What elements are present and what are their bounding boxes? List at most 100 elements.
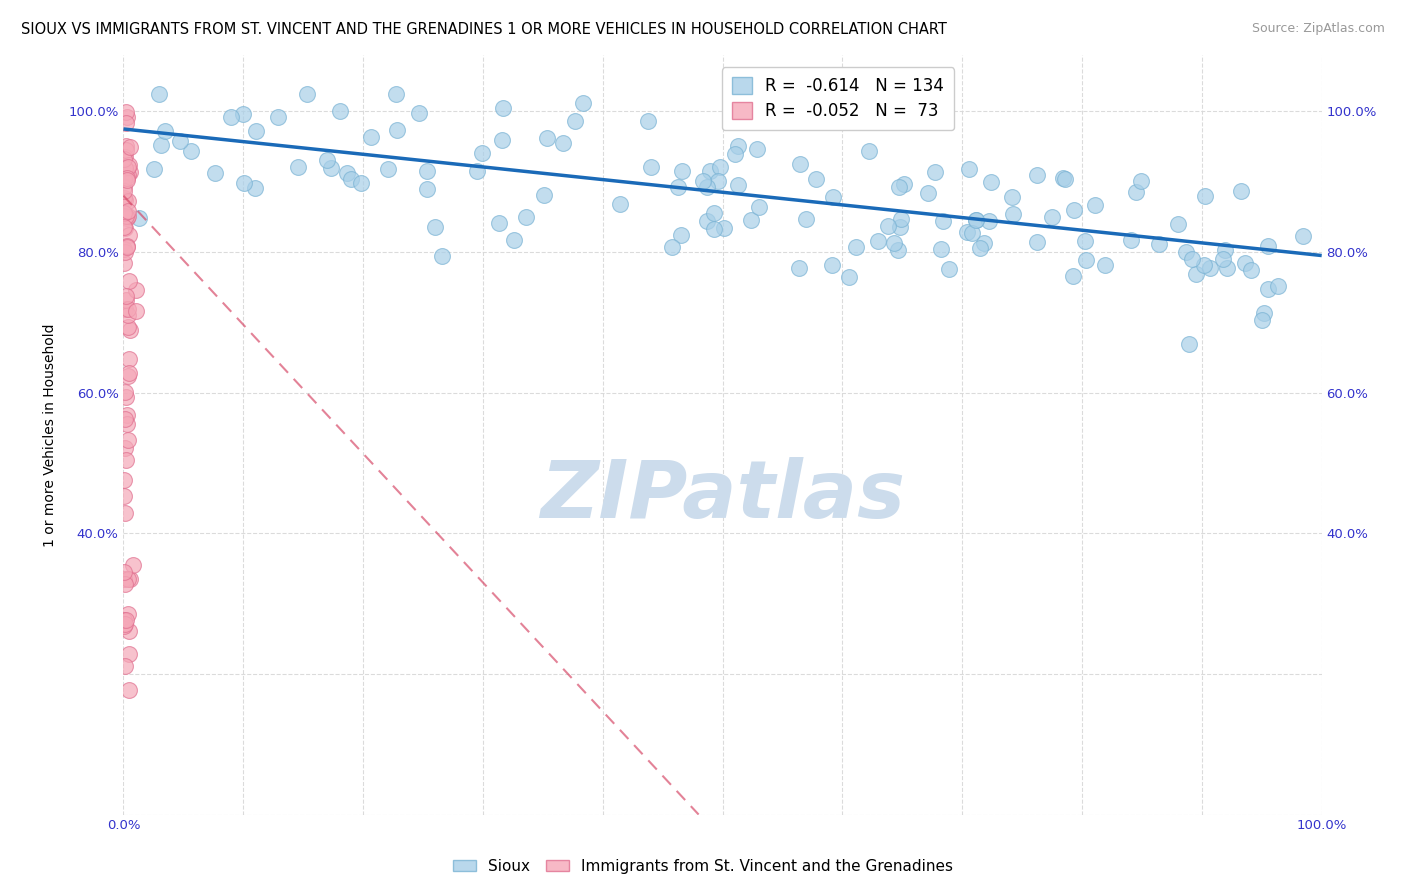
Point bbox=[787, 260, 810, 275]
Point bbox=[671, 228, 693, 243]
Point bbox=[1074, 252, 1097, 267]
Point bbox=[838, 269, 860, 284]
Point bbox=[703, 222, 725, 236]
Point bbox=[117, 417, 139, 432]
Point bbox=[1234, 256, 1257, 270]
Point bbox=[114, 441, 136, 455]
Point bbox=[112, 613, 135, 627]
Point bbox=[929, 242, 952, 256]
Text: SIOUX VS IMMIGRANTS FROM ST. VINCENT AND THE GRENADINES 1 OR MORE VEHICLES IN HO: SIOUX VS IMMIGRANTS FROM ST. VINCENT AND… bbox=[21, 22, 948, 37]
Point bbox=[536, 131, 558, 145]
Point bbox=[118, 227, 141, 242]
Point bbox=[416, 182, 439, 196]
Point bbox=[488, 216, 510, 230]
Point bbox=[112, 219, 135, 234]
Point bbox=[340, 172, 363, 186]
Point bbox=[1052, 170, 1074, 185]
Point bbox=[117, 171, 139, 186]
Point bbox=[858, 145, 880, 159]
Point bbox=[112, 184, 135, 198]
Point bbox=[120, 323, 142, 337]
Point bbox=[117, 239, 139, 253]
Point bbox=[125, 283, 148, 297]
Text: Source: ZipAtlas.com: Source: ZipAtlas.com bbox=[1251, 22, 1385, 36]
Point bbox=[233, 176, 256, 190]
Point bbox=[128, 211, 150, 225]
Point bbox=[430, 249, 453, 263]
Point bbox=[1257, 238, 1279, 252]
Point bbox=[117, 624, 139, 638]
Legend: Sioux, Immigrants from St. Vincent and the Grenadines: Sioux, Immigrants from St. Vincent and t… bbox=[447, 853, 959, 880]
Point bbox=[117, 607, 139, 622]
Point bbox=[219, 110, 242, 124]
Point bbox=[112, 473, 135, 487]
Point bbox=[515, 210, 537, 224]
Point bbox=[1129, 174, 1152, 188]
Point bbox=[117, 366, 139, 380]
Point bbox=[893, 178, 915, 192]
Point bbox=[1257, 282, 1279, 296]
Point bbox=[117, 209, 139, 223]
Point bbox=[117, 433, 139, 447]
Point bbox=[724, 147, 747, 161]
Point bbox=[965, 213, 987, 227]
Point bbox=[553, 136, 575, 150]
Point bbox=[112, 152, 135, 166]
Point bbox=[696, 180, 718, 194]
Point bbox=[148, 87, 170, 101]
Point bbox=[1025, 235, 1047, 249]
Point bbox=[866, 234, 889, 248]
Point bbox=[1213, 243, 1236, 257]
Point bbox=[115, 105, 138, 120]
Point bbox=[938, 262, 960, 277]
Point bbox=[571, 96, 593, 111]
Point bbox=[1194, 188, 1216, 202]
Point bbox=[118, 274, 141, 288]
Point bbox=[114, 390, 136, 404]
Point bbox=[699, 164, 721, 178]
Point bbox=[661, 240, 683, 254]
Legend: R =  -0.614   N = 134, R =  -0.052   N =  73: R = -0.614 N = 134, R = -0.052 N = 73 bbox=[721, 67, 953, 130]
Point bbox=[564, 114, 586, 128]
Point bbox=[360, 130, 382, 145]
Point bbox=[114, 139, 136, 153]
Point bbox=[1198, 261, 1220, 276]
Point bbox=[112, 565, 135, 579]
Point bbox=[112, 572, 135, 586]
Point bbox=[204, 166, 226, 180]
Point bbox=[118, 647, 141, 661]
Point bbox=[1167, 217, 1189, 231]
Point bbox=[142, 162, 165, 177]
Point bbox=[471, 146, 494, 161]
Point bbox=[823, 190, 845, 204]
Point bbox=[977, 214, 1000, 228]
Point bbox=[727, 178, 749, 193]
Point bbox=[117, 204, 139, 219]
Point bbox=[112, 191, 135, 205]
Point bbox=[117, 308, 139, 322]
Point bbox=[114, 161, 136, 175]
Point bbox=[1040, 211, 1063, 225]
Point bbox=[117, 111, 139, 125]
Point bbox=[295, 87, 318, 101]
Point bbox=[114, 150, 136, 164]
Point bbox=[917, 186, 939, 200]
Point bbox=[883, 235, 905, 250]
Point bbox=[117, 173, 139, 187]
Point bbox=[1125, 186, 1147, 200]
Point bbox=[118, 682, 141, 697]
Point bbox=[957, 162, 980, 177]
Point bbox=[118, 158, 141, 172]
Point bbox=[889, 179, 911, 194]
Point bbox=[112, 489, 135, 503]
Point bbox=[114, 244, 136, 259]
Point bbox=[1063, 203, 1085, 218]
Point bbox=[1094, 258, 1116, 272]
Point bbox=[1074, 234, 1097, 248]
Point bbox=[118, 139, 141, 153]
Point bbox=[727, 139, 749, 153]
Point bbox=[180, 145, 202, 159]
Point bbox=[153, 124, 176, 138]
Point bbox=[115, 288, 138, 302]
Point bbox=[1084, 198, 1107, 212]
